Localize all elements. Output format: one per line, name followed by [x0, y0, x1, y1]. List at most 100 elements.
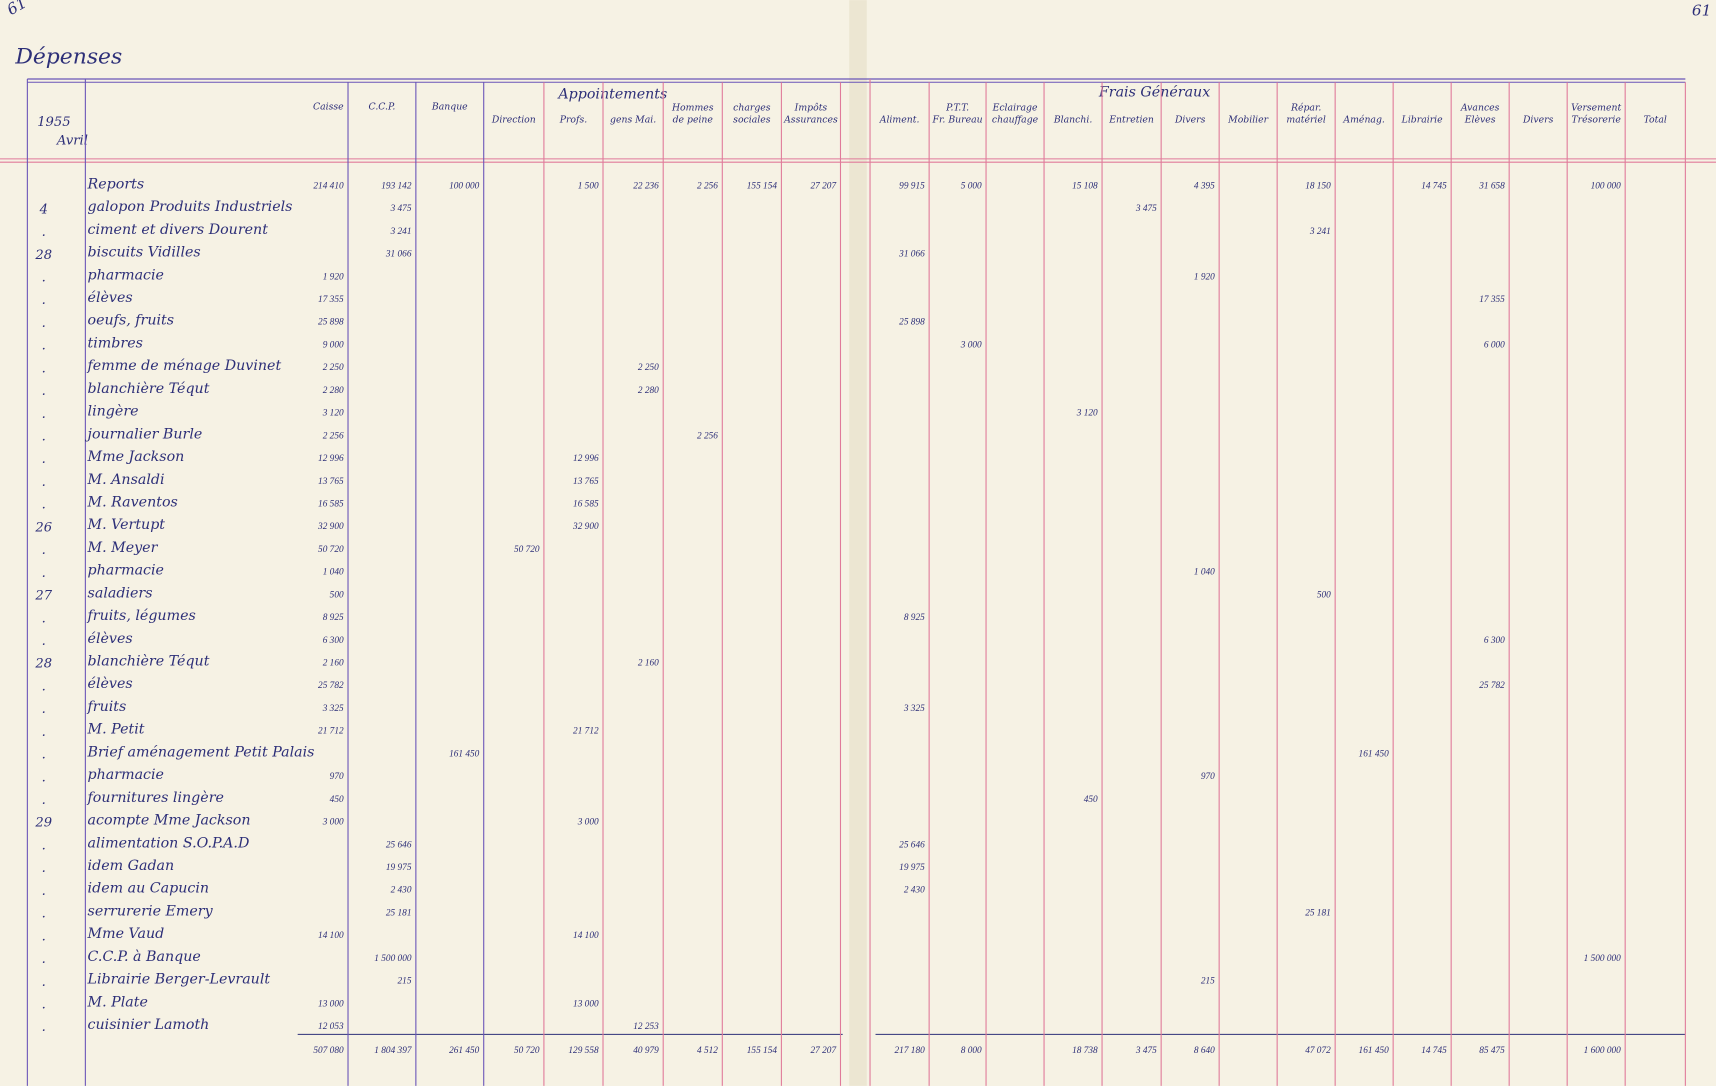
row-description: pharmacie: [88, 767, 164, 783]
amount: 6 000: [1484, 340, 1505, 350]
row-date: .: [42, 407, 46, 422]
total-amount: 161 450: [1359, 1046, 1390, 1056]
amount: 13 000: [573, 999, 599, 1009]
row-description: M. Vertupt: [87, 517, 166, 533]
amount: 3 000: [577, 818, 599, 828]
amount: 8 925: [323, 613, 344, 623]
row-date: .: [42, 270, 46, 285]
column-header: gens Mai.: [610, 115, 656, 126]
row-date: .: [42, 952, 46, 967]
amount: 100 000: [449, 181, 480, 191]
amount: 25 181: [386, 908, 412, 918]
column-header: Versement: [1571, 103, 1621, 114]
row-date: .: [42, 498, 46, 513]
total-amount: 261 450: [449, 1046, 480, 1056]
amount: 25 646: [386, 840, 412, 850]
amount: 12 996: [318, 454, 344, 464]
amount: 8 925: [904, 613, 925, 623]
total-amount: 1 804 397: [374, 1046, 412, 1056]
amount: 3 000: [960, 340, 982, 350]
row-description: fournitures lingère: [87, 790, 224, 806]
row-date: .: [42, 430, 46, 445]
amount: 21 712: [318, 727, 344, 737]
row-date: .: [42, 361, 46, 376]
amount: 13 000: [318, 999, 344, 1009]
total-amount: 47 072: [1305, 1046, 1331, 1056]
row-description: M. Plate: [87, 994, 148, 1010]
amount: 32 900: [572, 522, 599, 532]
row-description: journalier Burle: [85, 426, 203, 442]
row-date: .: [42, 998, 46, 1013]
total-amount: 27 207: [811, 1046, 837, 1056]
amount: 2 250: [323, 363, 344, 373]
row-date: .: [42, 975, 46, 990]
row-description: C.C.P. à Banque: [88, 949, 201, 965]
row-date: .: [42, 452, 46, 467]
amount: 99 915: [899, 181, 925, 191]
total-amount: 3 475: [1135, 1046, 1157, 1056]
row-date: .: [42, 884, 46, 899]
row-date: 28: [34, 248, 52, 263]
amount: 25 181: [1305, 908, 1331, 918]
amount: 215: [398, 977, 412, 987]
total-amount: 8 640: [1194, 1046, 1215, 1056]
column-header: Divers: [1522, 115, 1554, 126]
row-description: M. Petit: [87, 722, 145, 738]
row-description: serrurerie Emery: [88, 903, 214, 919]
column-header: Elèves: [1464, 115, 1496, 126]
amount: 3 000: [322, 818, 344, 828]
column-header: Assurances: [783, 115, 838, 126]
row-description: élèves: [88, 290, 133, 306]
amount: 15 108: [1072, 181, 1098, 191]
row-date: .: [42, 293, 46, 308]
row-description: ciment et divers Dourent: [88, 222, 269, 238]
total-amount: 155 154: [747, 1046, 778, 1056]
amount: 5 000: [961, 181, 982, 191]
total-amount: 18 738: [1072, 1046, 1098, 1056]
column-header: P.T.T.: [945, 103, 969, 114]
row-date: .: [42, 679, 46, 694]
column-header: Répar.: [1290, 103, 1321, 114]
amount: 6 300: [1484, 636, 1505, 646]
column-header: Trésorerie: [1571, 115, 1621, 126]
row-description: biscuits Vidilles: [88, 245, 201, 261]
total-amount: 1 600 000: [1584, 1046, 1622, 1056]
row-description: galopon Produits Industriels: [88, 199, 293, 215]
row-description: blanchière Téqut: [88, 654, 210, 670]
row-date: .: [42, 748, 46, 763]
amount: 500: [1317, 590, 1331, 600]
total-amount: 129 558: [568, 1046, 599, 1056]
amount: 16 585: [318, 499, 344, 509]
amount: 25 782: [1479, 681, 1505, 691]
column-header: C.C.P.: [369, 102, 396, 113]
row-description: Librairie Berger-Levrault: [87, 972, 271, 988]
column-header: Entretien: [1108, 115, 1154, 126]
group-header: Frais Généraux: [1098, 84, 1210, 100]
amount: 3 120: [322, 409, 344, 419]
row-date: .: [42, 316, 46, 331]
row-date: .: [42, 611, 46, 626]
column-header: Librairie: [1401, 115, 1443, 126]
amount: 4 395: [1194, 181, 1215, 191]
column-header: Divers: [1174, 115, 1206, 126]
row-description: Reports: [87, 176, 145, 192]
column-header: matériel: [1286, 115, 1326, 126]
amount: 1 040: [323, 568, 344, 578]
binding-fold: [849, 0, 867, 1086]
amount: 14 745: [1421, 181, 1447, 191]
amount: 2 250: [638, 363, 659, 373]
amount: 2 430: [904, 886, 925, 896]
amount: 1 040: [1194, 568, 1215, 578]
amount: 12 253: [633, 1022, 659, 1032]
amount: 21 712: [573, 727, 599, 737]
row-date: .: [42, 793, 46, 808]
amount: 3 475: [1135, 204, 1157, 214]
amount: 32 900: [317, 522, 344, 532]
row-date: 27: [34, 589, 52, 604]
row-date: .: [42, 634, 46, 649]
amount: 25 898: [899, 318, 925, 328]
amount: 1 920: [323, 272, 344, 282]
total-amount: 8 000: [961, 1046, 982, 1056]
row-date: 28: [34, 657, 52, 672]
amount: 970: [330, 772, 344, 782]
